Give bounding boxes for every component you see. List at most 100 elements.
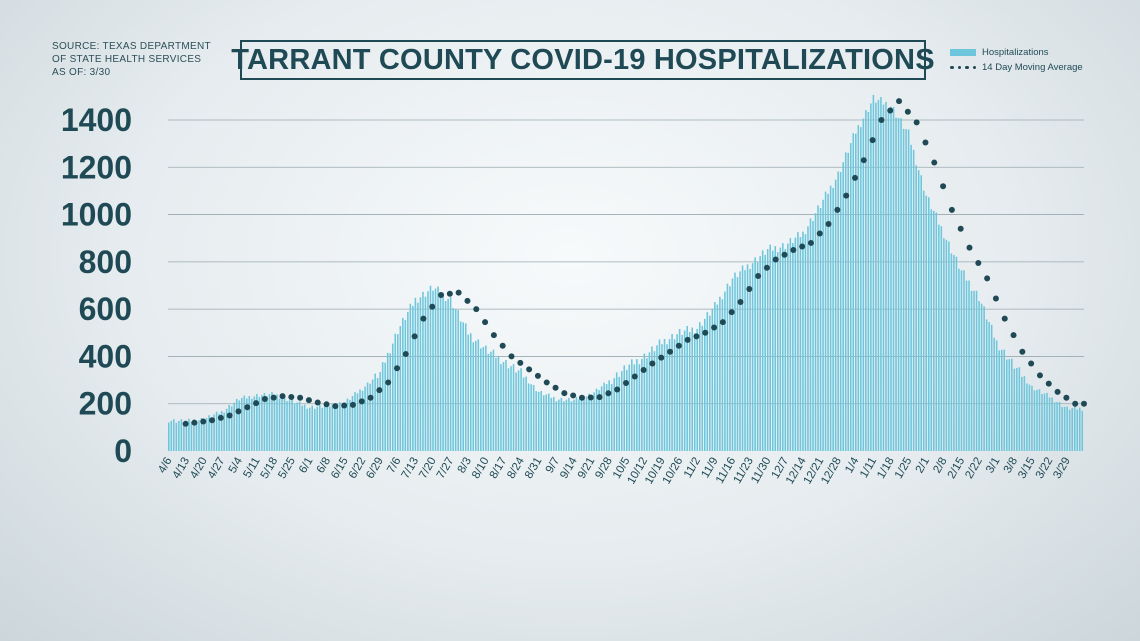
bar-5/25-day6 [306, 408, 308, 451]
bar-6/29-day1 [381, 362, 384, 451]
bar-3/15-day3 [1038, 389, 1041, 451]
x-tick-label-5/18: 5/18 [259, 456, 281, 481]
moving-average-point-8/24-0 [526, 366, 533, 373]
bar-11/2-day3 [704, 318, 706, 451]
bar-3/15-day1 [1033, 390, 1036, 451]
moving-average-point-6/22-0 [367, 394, 374, 401]
bar-2/8-day2 [948, 241, 950, 451]
bar-12/28-day0 [837, 171, 839, 452]
bar-9/7-day1 [558, 399, 560, 451]
moving-average-point-5/4-1 [253, 400, 260, 407]
bar-9/21-day3 [598, 390, 600, 451]
bar-12/7-day1 [787, 243, 789, 451]
bar-8/17-day1 [505, 360, 507, 451]
source-note: SOURCE: TEXAS DEPARTMENT OF STATE HEALTH… [52, 40, 222, 79]
bar-7/13-day3 [422, 291, 424, 451]
bar-2/1-day6 [940, 226, 943, 451]
bar-7/6-day3 [404, 320, 407, 451]
moving-average-point-12/7-1 [799, 243, 806, 250]
bar-9/7-day3 [563, 401, 565, 451]
moving-average-point-6/8-1 [341, 402, 348, 409]
bar-12/21-day5 [832, 187, 834, 451]
moving-average-point-7/6-1 [411, 333, 418, 340]
moving-average-point-1/25-0 [913, 119, 920, 126]
x-tick-label-8/24: 8/24 [505, 455, 527, 481]
bar-11/30-day1 [769, 244, 771, 451]
bar-1/25-day4 [917, 170, 920, 451]
bar-12/14-day2 [807, 226, 809, 451]
bar-8/24-day1 [522, 377, 525, 451]
bar-6/8-day4 [336, 404, 339, 451]
bar-3/1-day1 [998, 350, 1000, 451]
moving-average-point-7/27-0 [455, 289, 462, 296]
moving-average-point-4/27-1 [235, 408, 242, 415]
moving-average-point-4/13-1 [200, 418, 207, 425]
bar-6/1-day2 [313, 408, 316, 451]
bar-3/1-day5 [1008, 359, 1011, 451]
moving-average-point-12/14-1 [816, 230, 823, 237]
moving-average-point-8/24-1 [534, 372, 541, 379]
bar-11/9-day6 [729, 286, 731, 451]
bar-9/7-day4 [565, 399, 568, 451]
moving-average-point-1/4-1 [869, 137, 876, 144]
bar-6/15-day4 [354, 392, 356, 451]
bar-8/10-day6 [500, 364, 502, 451]
bar-1/18-day2 [895, 117, 897, 451]
x-tick-label-7/20: 7/20 [417, 456, 439, 481]
bar-9/14-day1 [575, 396, 578, 451]
bar-6/22-day4 [371, 379, 374, 451]
bar-1/25-day6 [922, 190, 925, 451]
bar-12/7-day4 [794, 237, 797, 451]
moving-average-point-9/14-0 [578, 394, 585, 401]
moving-average-point-11/16-1 [746, 286, 753, 293]
bar-8/3-day5 [480, 348, 482, 451]
moving-average-point-10/19-0 [667, 348, 674, 355]
x-tick-label-3/15: 3/15 [1016, 456, 1038, 481]
bar-3/22-day6 [1063, 406, 1066, 451]
bar-11/23-day3 [756, 261, 759, 451]
bar-1/25-day1 [910, 144, 912, 452]
bar-6/29-day0 [379, 372, 381, 451]
bar-3/8-day0 [1013, 368, 1016, 451]
moving-average-point-8/31-1 [552, 384, 559, 391]
bar-8/31-day5 [550, 397, 553, 451]
bar-9/14-day4 [583, 399, 585, 451]
bar-5/4-day6 [253, 396, 256, 451]
moving-average-point-2/8-1 [957, 225, 964, 232]
moving-average-point-8/10-1 [499, 342, 506, 349]
bar-9/21-day1 [593, 392, 595, 451]
bar-3/22-day4 [1058, 401, 1061, 451]
bar-7/13-day2 [419, 297, 422, 451]
moving-average-point-2/15-0 [966, 244, 973, 251]
bar-3/1-day6 [1011, 358, 1013, 451]
bar-10/26-day4 [688, 331, 691, 451]
bar-4/6-day0 [168, 422, 170, 451]
moving-average-point-12/28-0 [843, 192, 850, 199]
bar-6/8-day5 [339, 402, 341, 451]
x-tick-label-9/28: 9/28 [593, 456, 615, 481]
x-tick-label-2/1: 2/1 [914, 456, 932, 476]
bar-9/7-day2 [560, 397, 563, 451]
bar-4/13-day1 [188, 418, 190, 451]
moving-average-point-4/20-1 [217, 414, 224, 421]
bar-1/4-day6 [870, 103, 872, 451]
moving-average-point-11/23-1 [763, 264, 770, 271]
bar-2/22-day4 [988, 322, 990, 451]
bar-6/8-day1 [329, 406, 331, 451]
bar-5/18-day4 [283, 396, 286, 451]
bar-11/16-day4 [741, 265, 744, 451]
source-line-1: SOURCE: TEXAS DEPARTMENT [52, 41, 211, 52]
moving-average-point-4/20-0 [209, 417, 216, 424]
bar-8/17-day0 [502, 362, 505, 451]
bar-7/13-day1 [417, 302, 419, 451]
bar-2/15-day6 [975, 290, 978, 451]
bar-8/24-day5 [532, 385, 535, 451]
bar-5/18-day6 [288, 400, 291, 451]
moving-average-point-6/8-0 [332, 403, 339, 410]
bar-10/5-day3 [633, 364, 636, 451]
bar-5/4-day1 [240, 398, 243, 451]
bar-11/9-day1 [716, 304, 719, 451]
bar-1/11-day3 [880, 97, 882, 451]
bar-6/29-day5 [391, 343, 394, 451]
bar-9/21-day4 [600, 386, 603, 451]
